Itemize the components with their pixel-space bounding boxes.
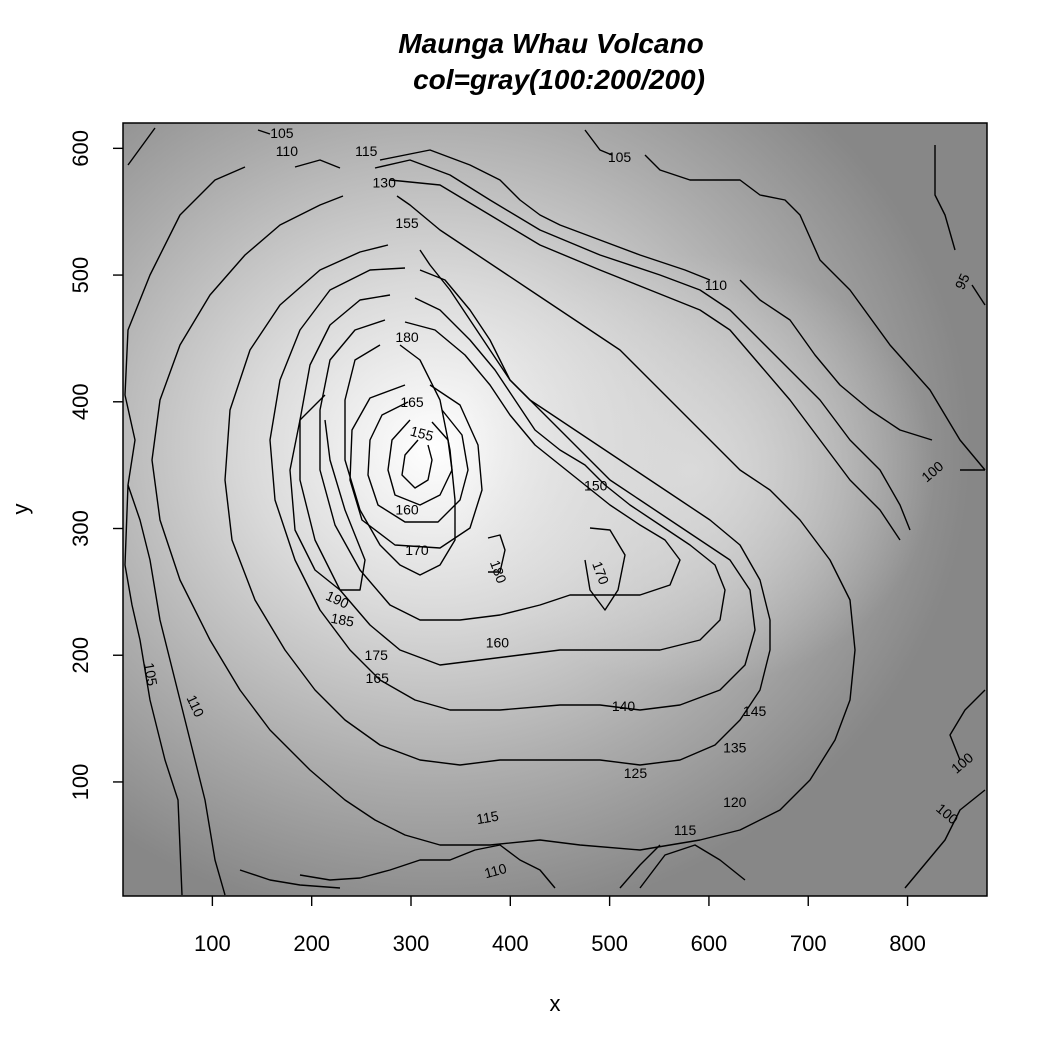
contour-line-crater-170	[349, 384, 483, 549]
x-tick-label: 800	[889, 931, 926, 956]
contour-line-bottom-mid	[299, 844, 556, 889]
y-tick-label: 100	[68, 764, 93, 801]
y-tick-label: 500	[68, 257, 93, 294]
contour-line-lower-right2	[949, 689, 986, 761]
contour-label-150: 150	[584, 477, 608, 493]
contour-label-170: 170	[405, 542, 429, 558]
contour-line-outer-left	[127, 127, 156, 166]
contour-line-140	[224, 244, 771, 766]
contour-label-165: 165	[366, 670, 390, 686]
contour-label-175: 175	[365, 647, 389, 663]
contour-line-105-top-right	[584, 129, 613, 156]
contour-label-130: 130	[373, 175, 397, 191]
contour-line-95-tail	[971, 284, 986, 306]
contour-lines	[124, 127, 986, 896]
contour-label-180: 180	[395, 329, 419, 345]
x-axis-label: x	[550, 991, 561, 1016]
contour-label-125: 125	[624, 765, 648, 781]
contour-line-bottom-mid2	[239, 869, 341, 889]
y-tick-label: 200	[68, 637, 93, 674]
contour-label-145: 145	[743, 703, 767, 719]
contour-line-lower-right	[904, 789, 986, 889]
x-tick-label: 500	[591, 931, 628, 956]
contour-label-140: 140	[612, 698, 636, 714]
x-tick-label: 400	[492, 931, 529, 956]
contour-label-105: 105	[141, 661, 161, 687]
contour-line-bottom-left	[127, 484, 226, 896]
contour-line-180	[344, 344, 456, 576]
contour-line-120	[389, 179, 901, 541]
y-tick-label: 600	[68, 130, 93, 167]
contour-line-peak-180	[487, 534, 506, 573]
x-tick-label: 300	[393, 931, 430, 956]
plot-region	[123, 123, 987, 896]
contour-line-110-top	[294, 159, 341, 169]
contour-label-115: 115	[674, 822, 697, 838]
contour-label-105: 105	[608, 149, 632, 165]
y-axis-label: y	[8, 504, 33, 515]
contour-label-160: 160	[486, 635, 510, 651]
plot-background-secondary	[123, 123, 987, 896]
contour-line-160	[299, 294, 726, 666]
contour-line-110-right-cont	[739, 279, 933, 441]
contour-label-160: 160	[395, 502, 419, 518]
contour-line-95	[934, 145, 956, 251]
contour-line-190	[289, 394, 366, 591]
contour-label-110: 110	[483, 860, 509, 881]
contour-label-165: 165	[400, 394, 424, 410]
contour-line-110-right	[379, 149, 711, 281]
contour-line-150	[269, 267, 756, 711]
x-tick-label: 200	[293, 931, 330, 956]
x-axis: 100 200 300 400 500 600 700 800	[194, 895, 926, 956]
chart-title: Maunga Whau Volcano	[398, 28, 703, 59]
contour-label-115: 115	[355, 143, 378, 159]
contour-label-180: 180	[487, 558, 510, 586]
y-tick-label: 400	[68, 383, 93, 420]
contour-line-crater-165	[367, 401, 469, 523]
contour-line-peak-170	[584, 527, 626, 611]
y-tick-label: 300	[68, 510, 93, 547]
contour-label-115: 115	[475, 808, 500, 828]
contour-label-95: 95	[952, 271, 973, 292]
contour-line-crater-155	[401, 439, 433, 489]
x-tick-label: 100	[194, 931, 231, 956]
contour-label-135: 135	[723, 740, 747, 756]
contour-label-105: 105	[270, 125, 294, 141]
x-tick-label: 600	[691, 931, 728, 956]
contour-line-115	[374, 159, 911, 531]
contour-label-155: 155	[395, 215, 419, 231]
contour-line-105-top	[257, 129, 271, 135]
contour-label-120: 120	[723, 794, 747, 810]
contour-line-105-tail	[644, 154, 986, 471]
contour-label-185: 185	[330, 610, 356, 630]
contour-line-bottom-right	[639, 844, 746, 889]
y-axis: 100 200 300 400 500 600	[68, 130, 124, 801]
contour-label-110: 110	[705, 277, 728, 293]
contour-line-crater-160	[387, 419, 453, 506]
contour-label-155: 155	[409, 423, 436, 445]
contour-label-110: 110	[276, 143, 299, 159]
contour-label-170: 170	[589, 559, 612, 587]
contour-line-170	[319, 319, 681, 621]
contour-line-bottom-right2	[619, 844, 661, 889]
chart-subtitle: col=gray(100:200/200)	[413, 64, 705, 95]
contour-line-130	[151, 195, 856, 851]
x-tick-label: 700	[790, 931, 827, 956]
